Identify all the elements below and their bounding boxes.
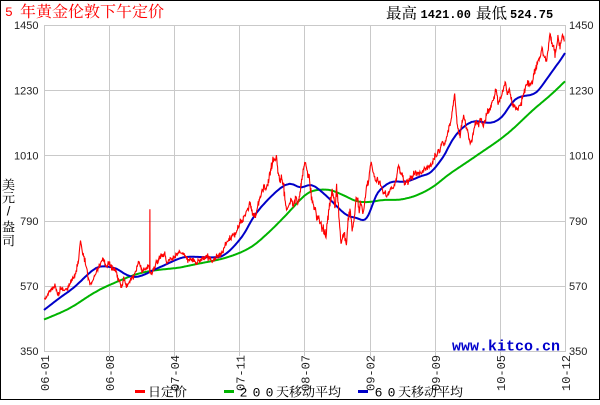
svg-text:06-01: 06-01 bbox=[39, 355, 53, 391]
svg-text:1421.00: 1421.00 bbox=[421, 8, 471, 22]
svg-text:6: 6 bbox=[375, 386, 383, 401]
svg-text:09-09: 09-09 bbox=[430, 355, 444, 391]
svg-text:1010: 1010 bbox=[14, 151, 38, 163]
svg-text:0: 0 bbox=[388, 386, 396, 401]
svg-text:790: 790 bbox=[20, 216, 38, 228]
svg-text:1230: 1230 bbox=[14, 85, 38, 97]
svg-text:5: 5 bbox=[5, 5, 13, 20]
svg-text:08-07: 08-07 bbox=[300, 355, 314, 391]
svg-text:06-08: 06-08 bbox=[104, 355, 118, 391]
svg-text:10-12: 10-12 bbox=[560, 355, 574, 391]
svg-text:570: 570 bbox=[20, 281, 38, 293]
svg-text:1230: 1230 bbox=[569, 85, 593, 97]
svg-text:350: 350 bbox=[569, 346, 587, 358]
svg-text:1450: 1450 bbox=[14, 20, 38, 32]
svg-text:570: 570 bbox=[569, 281, 587, 293]
svg-text:790: 790 bbox=[569, 216, 587, 228]
svg-text:07-04: 07-04 bbox=[169, 355, 183, 391]
svg-text:1010: 1010 bbox=[569, 151, 593, 163]
svg-text:07-11: 07-11 bbox=[234, 355, 248, 391]
svg-text:/: / bbox=[7, 204, 11, 219]
svg-text:350: 350 bbox=[20, 346, 38, 358]
svg-text:1450: 1450 bbox=[569, 20, 593, 32]
svg-text:10-05: 10-05 bbox=[495, 355, 509, 391]
svg-text:www.kitco.cn: www.kitco.cn bbox=[452, 339, 560, 356]
svg-text:0: 0 bbox=[266, 386, 274, 401]
svg-text:524.75: 524.75 bbox=[510, 8, 553, 22]
svg-text:09-02: 09-02 bbox=[365, 355, 379, 391]
svg-text:0: 0 bbox=[253, 386, 261, 401]
svg-text:2: 2 bbox=[240, 386, 248, 401]
